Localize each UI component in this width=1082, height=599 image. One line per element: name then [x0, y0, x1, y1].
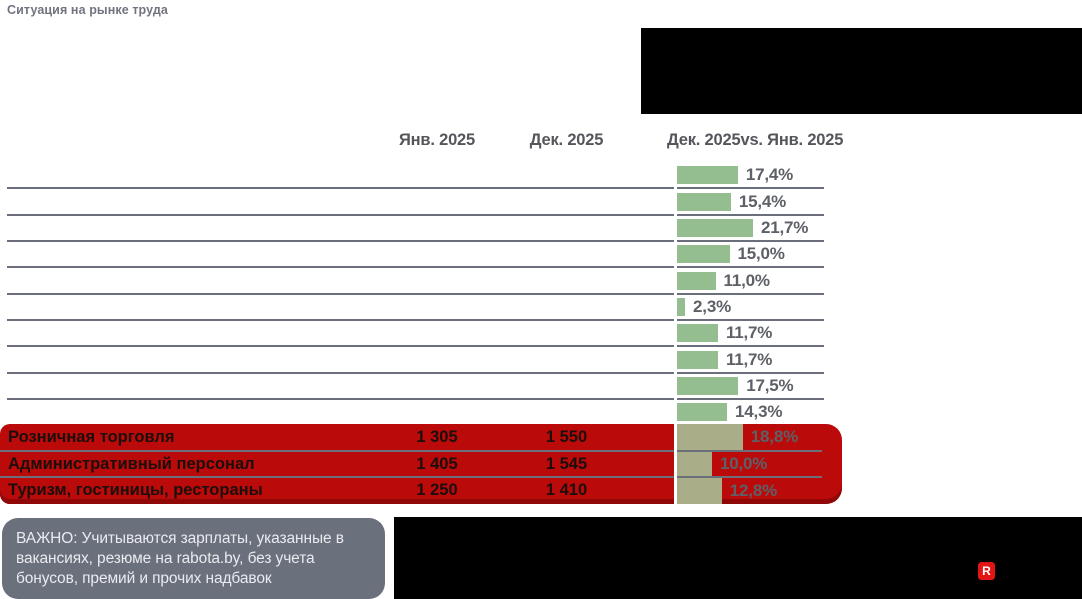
jan-value — [385, 188, 489, 214]
dec-value — [514, 294, 619, 320]
table-row: 21,7% — [0, 215, 1082, 241]
highlight-row-divider — [0, 476, 822, 479]
change-percent-label: 17,4% — [745, 165, 794, 185]
change-percent-label: 12,8% — [729, 480, 777, 500]
column-header-dec: Дек. 2025 — [529, 131, 604, 149]
jan-value — [385, 215, 489, 241]
change-bar — [677, 350, 718, 369]
change-bar — [677, 192, 731, 211]
jan-value — [385, 267, 489, 293]
change-percent-label: 21,7% — [760, 217, 809, 237]
change-percent-label: 15,4% — [738, 191, 787, 211]
change-bar — [677, 298, 686, 317]
dec-value: 1 545 — [545, 454, 588, 473]
change-percent-label: 11,0% — [723, 270, 770, 290]
change-bar — [677, 403, 728, 422]
dec-value — [514, 320, 619, 346]
dec-value — [514, 346, 619, 372]
jan-value — [385, 399, 489, 425]
dec-value — [514, 215, 619, 241]
table-row: 15,4% — [0, 188, 1082, 214]
footnote-text: ВАЖНО: Учитываются зарплаты, указанные в… — [16, 530, 344, 588]
change-bar — [677, 166, 738, 185]
highlight-row-divider — [0, 449, 822, 452]
change-bar — [677, 271, 716, 290]
change-bar — [677, 218, 753, 237]
dec-value — [514, 267, 619, 293]
row-divider — [7, 292, 824, 295]
row-label: Туризм, гостиницы, рестораны — [8, 481, 263, 500]
table-row: Административный персонал 1 405 1 545 10,0% — [0, 450, 1082, 478]
footnote-box: ВАЖНО: Учитываются зарплаты, указанные в… — [2, 518, 385, 599]
column-header-change: Дек. 2025vs. Янв. 2025 — [667, 131, 844, 149]
row-label: Административный персонал — [8, 454, 255, 473]
table-row: 11,7% — [0, 346, 1082, 372]
change-percent-label: 15,0% — [737, 244, 785, 264]
row-divider — [7, 239, 824, 242]
change-bar — [677, 377, 739, 396]
table-row: 11,0% — [0, 267, 1082, 293]
page-title: Ситуация на рынке труда — [7, 3, 168, 17]
table-row: 15,0% — [0, 241, 1082, 267]
jan-value — [385, 241, 489, 267]
table-row: 14,3% — [0, 399, 1082, 425]
table-row: 17,5% — [0, 373, 1082, 399]
row-divider — [7, 345, 824, 348]
row-divider — [7, 397, 824, 400]
jan-value — [385, 294, 489, 320]
dec-value — [514, 399, 619, 425]
jan-value — [385, 373, 489, 399]
change-percent-label: 18,8% — [750, 427, 798, 447]
jan-value — [385, 162, 489, 188]
change-percent-label: 11,7% — [725, 349, 773, 369]
row-divider — [7, 187, 824, 190]
column-header-jan: Янв. 2025 — [398, 131, 476, 149]
dec-value — [514, 188, 619, 214]
jan-value: 1 250 — [416, 481, 458, 500]
masked-headline-block — [641, 28, 1082, 114]
rabota-logo-letter: R — [982, 564, 991, 578]
rabota-logo: R — [978, 562, 995, 580]
jan-value: 1 405 — [416, 454, 458, 473]
table-row: 17,4% — [0, 162, 1082, 188]
table-row: Туризм, гостиницы, рестораны 1 250 1 410 12… — [0, 477, 1082, 504]
table-row: Розничная торговля 1 305 1 550 18,8% — [0, 424, 1082, 451]
change-percent-label: 17,5% — [746, 375, 794, 395]
row-divider — [7, 318, 824, 321]
change-percent-label: 11,7% — [725, 323, 773, 343]
change-percent-label: 14,3% — [735, 402, 783, 422]
change-bar — [677, 450, 712, 478]
table-row: 11,7% — [0, 320, 1082, 346]
chart-axis-line — [674, 162, 677, 504]
change-bar — [677, 245, 730, 264]
dec-value: 1 410 — [545, 481, 588, 500]
row-divider — [7, 213, 824, 216]
table-row: 2,3% — [0, 294, 1082, 320]
masked-footer-block — [394, 517, 1082, 599]
change-percent-label: 10,0% — [720, 454, 768, 474]
dec-value — [514, 162, 619, 188]
change-bar — [677, 324, 718, 343]
jan-value — [385, 320, 489, 346]
dec-value: 1 550 — [545, 427, 588, 446]
change-percent-label: 2,3% — [693, 296, 731, 316]
row-divider — [7, 266, 824, 269]
dec-value — [514, 373, 619, 399]
change-bar — [677, 424, 743, 451]
row-divider — [7, 371, 824, 374]
change-bar — [677, 477, 722, 504]
row-label: Розничная торговля — [8, 427, 175, 446]
jan-value — [385, 346, 489, 372]
dec-value — [514, 241, 619, 267]
jan-value: 1 305 — [416, 427, 458, 446]
